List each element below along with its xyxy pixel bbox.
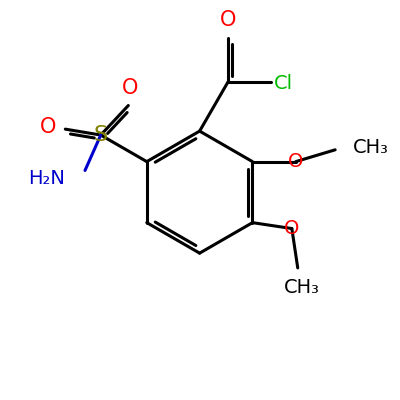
Text: O: O — [284, 219, 300, 238]
Text: O: O — [288, 152, 304, 171]
Text: O: O — [40, 117, 57, 137]
Text: H₂N: H₂N — [28, 169, 65, 188]
Text: CH₃: CH₃ — [284, 278, 320, 297]
Text: S: S — [94, 125, 108, 145]
Text: Cl: Cl — [274, 74, 292, 93]
Text: CH₃: CH₃ — [353, 138, 389, 157]
Text: O: O — [122, 78, 138, 98]
Text: O: O — [220, 10, 236, 30]
